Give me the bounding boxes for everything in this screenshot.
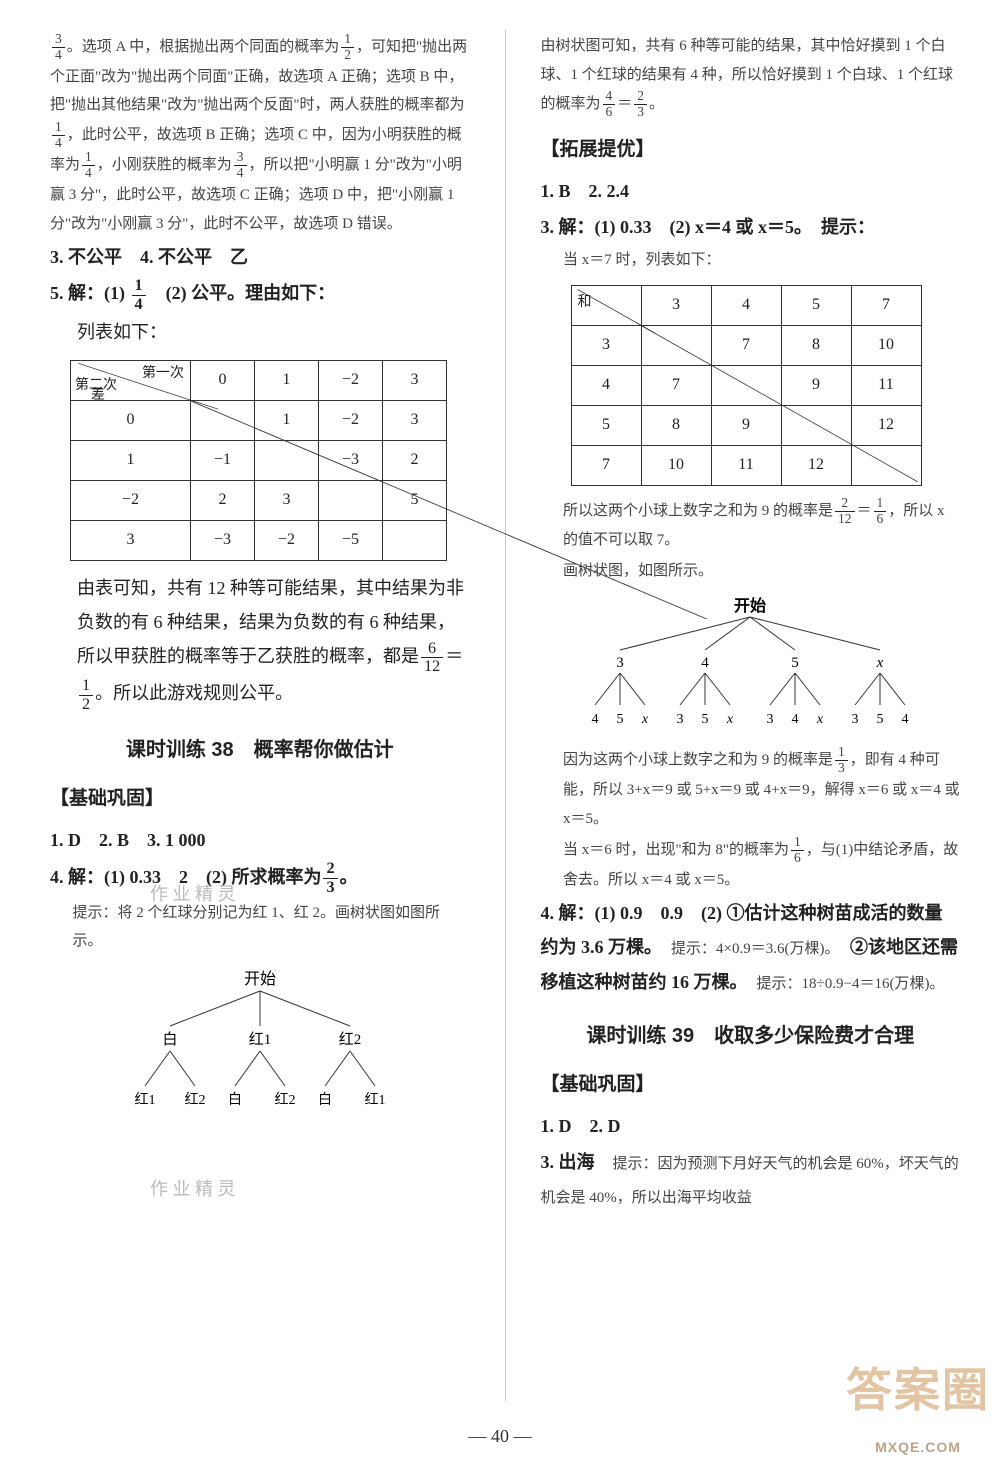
tree-diagram-2: 开始 3 4 5 x 4 5 x 3 5 x 3 4 x (541, 595, 961, 735)
watermark: 答案圈 MXQE.COM (846, 1347, 990, 1461)
para: 34。选项 A 中，根据抛出两个同面的概率为12，可知把"抛出两个正面"改为"抛… (50, 32, 470, 238)
svg-text:红1: 红1 (248, 1031, 271, 1048)
answer-line: 1. D 2. B 3. 1 000 (50, 823, 470, 857)
section-title-38: 课时训练 38 概率帮你做估计 (50, 731, 470, 769)
svg-text:4: 4 (702, 655, 710, 671)
subsection-ext: 【拓展提优】 (541, 132, 961, 168)
left-column: 34。选项 A 中，根据抛出两个同面的概率为12，可知把"抛出两个正面"改为"抛… (50, 30, 470, 1401)
diagonal-header: 第一次 差 第二次 (71, 360, 191, 400)
answer-line: 3. 不公平 4. 不公平 乙 (50, 240, 470, 274)
para: 由树状图可知，共有 6 种等可能的结果，其中恰好摸到 1 个白球、1 个红球的结… (541, 32, 961, 120)
svg-text:红1: 红1 (134, 1092, 155, 1108)
para: 当 x＝6 时，出现"和为 8"的概率为16，与(1)中结论矛盾，故舍去。所以 … (541, 835, 961, 894)
para: 画树状图，如图所示。 (541, 557, 961, 586)
tree-diagram-1: 开始 白 红1 红2 红1红2 白红2 白红1 (50, 966, 470, 1116)
svg-text:3: 3 (617, 655, 625, 671)
explanation: 由表可知，共有 12 种等可能结果，其中结果为非负数的有 6 种结果，结果为负数… (50, 571, 470, 714)
subsection-base2: 【基础巩固】 (541, 1067, 961, 1103)
svg-text:x: x (816, 712, 824, 727)
svg-text:5: 5 (792, 655, 800, 671)
svg-text:3: 3 (767, 712, 774, 727)
sum-table: 和 3457 37810 47911 58912 7101112 (571, 285, 922, 486)
svg-text:红2: 红2 (184, 1092, 205, 1108)
answer-line: 3. 出海 提示：因为预测下月好天气的机会是 60%，坏天气的机会是 40%，所… (541, 1145, 961, 1213)
svg-text:3: 3 (852, 712, 859, 727)
svg-text:5: 5 (877, 712, 884, 727)
text: 列表如下： (50, 315, 470, 349)
answer-line: 1. D 2. D (541, 1109, 961, 1143)
section-title-39: 课时训练 39 收取多少保险费才合理 (541, 1017, 961, 1055)
svg-text:红1: 红1 (364, 1092, 385, 1108)
fraction: 34 (52, 32, 65, 63)
svg-text:4: 4 (902, 712, 909, 727)
answer-line: 3. 解：(1) 0.33 (2) x＝4 或 x＝5。 提示： (541, 210, 961, 244)
column-divider (505, 30, 506, 1401)
para: 所以这两个小球上数字之和为 9 的概率是212＝16，所以 x 的值不可以取 7… (541, 496, 961, 555)
hint: 当 x＝7 时，列表如下： (541, 246, 961, 275)
subsection-base: 【基础巩固】 (50, 781, 470, 817)
svg-text:4: 4 (792, 712, 799, 727)
svg-text:红2: 红2 (338, 1031, 361, 1048)
answer-line: 1. B 2. 2.4 (541, 174, 961, 208)
svg-text:5: 5 (617, 712, 624, 727)
svg-text:5: 5 (702, 712, 709, 727)
svg-text:白: 白 (318, 1092, 332, 1108)
svg-text:4: 4 (592, 712, 599, 727)
svg-text:红2: 红2 (274, 1092, 295, 1108)
svg-text:x: x (876, 655, 884, 671)
svg-text:白: 白 (228, 1092, 242, 1108)
svg-text:开始: 开始 (734, 596, 766, 615)
svg-text:x: x (641, 712, 649, 727)
answer-line: 5. 解：(1) 14 (2) 公平。理由如下： (50, 276, 470, 313)
answer-line: 4. 解：(1) 0.9 0.9 (2) ①估计这种树苗成活的数量约为 3.6 … (541, 896, 961, 999)
svg-text:3: 3 (677, 712, 684, 727)
right-column: 由树状图可知，共有 6 种等可能的结果，其中恰好摸到 1 个白球、1 个红球的结… (541, 30, 961, 1401)
svg-text:白: 白 (162, 1031, 177, 1048)
answer-line: 4. 解：(1) 0.33 2 (2) 所求概率为23。 (50, 860, 470, 897)
difference-table: 第一次 差 第二次 01−23 01−23 1−1−32 −2235 3−3−2… (70, 360, 447, 561)
svg-text:x: x (726, 712, 734, 727)
tree-root: 开始 (244, 970, 276, 988)
para: 因为这两个小球上数字之和为 9 的概率是13，即有 4 种可能，所以 3+x＝9… (541, 745, 961, 833)
hint: 提示：将 2 个红球分别记为红 1、红 2。画树状图如图所示。 (50, 899, 470, 956)
diagonal-header: 和 (571, 285, 641, 325)
